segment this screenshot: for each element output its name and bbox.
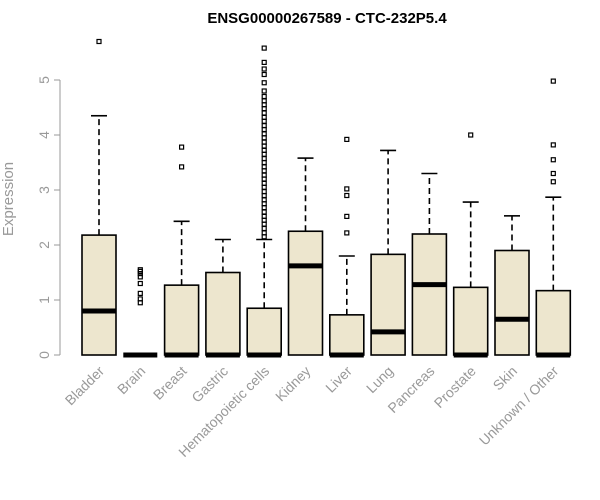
box-group <box>81 38 117 356</box>
box <box>452 286 489 356</box>
x-tick-label: Lung <box>363 363 396 396</box>
outlier-point <box>137 267 143 273</box>
outlier-point <box>261 59 267 66</box>
outlier-point <box>344 192 350 199</box>
y-tick-label: 5 <box>36 76 52 84</box>
x-tick-label: Breast <box>150 363 190 403</box>
box-group <box>163 144 200 358</box>
outlier-point <box>344 213 350 219</box>
y-axis: 0 1 2 3 4 5 <box>36 76 61 359</box>
outlier-point <box>261 88 267 94</box>
x-tick-label: Kidney <box>272 363 314 405</box>
y-tick-label: 1 <box>36 296 52 304</box>
outlier-point <box>261 110 267 116</box>
box-group <box>370 149 406 356</box>
outlier-point <box>261 123 267 129</box>
outlier-point <box>550 170 556 177</box>
boxes-layer <box>81 38 572 358</box>
outlier-point <box>137 296 143 302</box>
outlier-point <box>550 157 556 163</box>
outlier-point <box>550 142 556 148</box>
box-group <box>535 78 572 358</box>
box-group <box>205 238 241 358</box>
x-tick-label: Skin <box>490 363 521 394</box>
box <box>535 289 572 356</box>
outlier-point <box>344 186 350 192</box>
y-tick-label: 0 <box>36 351 52 359</box>
outlier-point <box>137 290 143 296</box>
outlier-point <box>468 132 474 138</box>
box <box>370 253 406 356</box>
outlier-point <box>550 78 556 84</box>
box <box>328 314 365 356</box>
y-tick-label: 2 <box>36 241 52 249</box>
box-group <box>328 136 365 358</box>
y-tick-label: 3 <box>36 186 52 194</box>
outlier-point <box>179 144 185 150</box>
y-axis-label: Expression <box>0 162 17 236</box>
outlier-point <box>261 114 267 121</box>
outlier-point <box>344 230 350 236</box>
outlier-point <box>261 98 267 104</box>
outlier-point <box>261 71 267 78</box>
box-group <box>246 45 282 358</box>
box-group <box>411 172 448 356</box>
box <box>411 233 448 356</box>
outlier-point <box>96 38 102 45</box>
outlier-point <box>261 66 267 72</box>
x-tick-label: Liver <box>322 363 355 396</box>
outlier-point <box>550 179 556 185</box>
y-tick-label: 4 <box>36 131 52 139</box>
outlier-point <box>261 225 267 232</box>
outlier-point <box>137 274 143 280</box>
outlier-point <box>261 209 267 215</box>
box <box>81 234 117 356</box>
box-group <box>452 132 489 358</box>
outlier-point <box>344 136 350 142</box>
outlier-point <box>137 280 143 287</box>
x-tick-label: Brain <box>114 363 148 397</box>
box <box>494 249 530 356</box>
chart-title: ENSG00000267589 - CTC-232P5.4 <box>207 10 447 27</box>
outlier-point <box>261 93 267 100</box>
box <box>205 271 241 356</box>
x-tick-label: Prostate <box>431 363 479 411</box>
box-group <box>494 215 530 356</box>
box <box>246 307 282 356</box>
box-group <box>287 157 324 356</box>
x-tick-label: Bladder <box>62 363 108 409</box>
box <box>163 284 200 356</box>
box-group <box>123 267 158 358</box>
box <box>287 230 324 356</box>
outlier-point <box>261 80 267 86</box>
outlier-point <box>179 164 185 170</box>
outlier-point <box>261 45 267 51</box>
